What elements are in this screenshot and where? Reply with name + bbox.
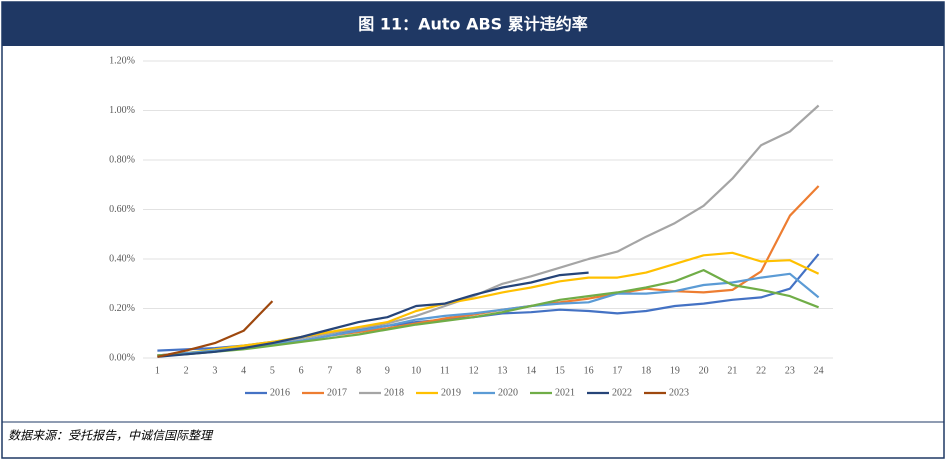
y-tick-label: 1.00% — [109, 105, 135, 116]
x-tick-label: 16 — [584, 365, 594, 376]
y-tick-label: 1.20% — [109, 55, 135, 66]
x-tick-label: 13 — [497, 365, 507, 376]
series-line — [157, 300, 274, 358]
legend-label: 2017 — [327, 387, 347, 398]
legend-label: 2022 — [612, 387, 632, 398]
y-tick-label: 0.80% — [109, 154, 135, 165]
x-tick-label: 17 — [612, 365, 622, 376]
series-line — [157, 271, 589, 358]
header — [2, 2, 944, 46]
y-tick-label: 0.00% — [109, 352, 135, 363]
series-line — [157, 269, 819, 357]
legend-label: 2023 — [669, 387, 689, 398]
series-line — [157, 251, 820, 357]
y-tick-label: 0.40% — [109, 253, 135, 264]
x-tick-label: 7 — [327, 365, 332, 376]
x-tick-label: 1 — [155, 365, 160, 376]
chart-title: 图 11：Auto ABS 累计违约率 — [358, 15, 588, 34]
x-tick-label: 21 — [727, 365, 737, 376]
x-tick-label: 18 — [641, 365, 651, 376]
x-tick-label: 3 — [212, 365, 217, 376]
x-tick-label: 20 — [699, 365, 709, 376]
x-tick-label: 22 — [756, 365, 766, 376]
source: 数据来源：受托报告，中诚信国际整理 — [8, 429, 214, 443]
x-tick-label: 6 — [299, 365, 304, 376]
x-tick-label: 10 — [411, 365, 421, 376]
x-tick-label: 11 — [440, 365, 450, 376]
x-tick-label: 19 — [670, 365, 680, 376]
x-tick-label: 23 — [785, 365, 795, 376]
x-tick-label: 15 — [555, 365, 565, 376]
y-tick-label: 0.60% — [109, 204, 135, 215]
legend-label: 2021 — [555, 387, 575, 398]
x-tick-label: 9 — [385, 365, 390, 376]
x-tick-label: 24 — [814, 365, 824, 376]
x-tick-label: 12 — [469, 365, 479, 376]
x-tick-label: 5 — [270, 365, 275, 376]
x-tick-label: 14 — [526, 365, 536, 376]
legend-label: 2020 — [498, 387, 518, 398]
y-tick-label: 0.20% — [109, 303, 135, 314]
legend-label: 2019 — [441, 387, 461, 398]
x-tick-label: 2 — [184, 365, 189, 376]
legend-label: 2018 — [384, 387, 404, 398]
x-tick-label: 4 — [241, 365, 246, 376]
legend-label: 2016 — [270, 387, 290, 398]
x-tick-label: 8 — [356, 365, 361, 376]
